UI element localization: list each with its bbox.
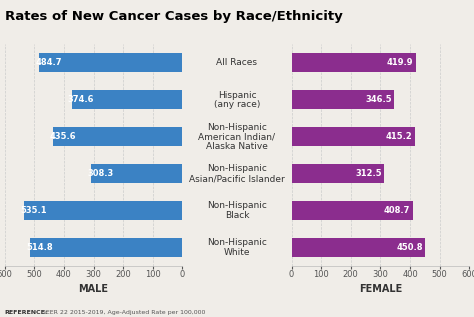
Text: 435.6: 435.6: [50, 132, 76, 141]
Text: 450.8: 450.8: [396, 243, 423, 252]
Text: 535.1: 535.1: [20, 206, 47, 215]
Text: 514.8: 514.8: [27, 243, 53, 252]
Text: 312.5: 312.5: [355, 169, 382, 178]
Text: 484.7: 484.7: [36, 58, 62, 68]
Text: 419.9: 419.9: [387, 58, 413, 68]
Text: Hispanic
(any race): Hispanic (any race): [214, 91, 260, 109]
Text: 408.7: 408.7: [384, 206, 410, 215]
Text: 308.3: 308.3: [88, 169, 114, 178]
Bar: [30, 238, 182, 257]
Bar: [292, 90, 394, 109]
Bar: [292, 53, 416, 73]
Bar: [292, 164, 384, 184]
Text: All Races: All Races: [217, 58, 257, 68]
Bar: [292, 238, 425, 257]
Text: REFERENCE:: REFERENCE:: [5, 310, 48, 315]
Text: Non-Hispanic
Black: Non-Hispanic Black: [207, 202, 267, 220]
Bar: [292, 201, 412, 220]
Text: Rates of New Cancer Cases by Race/Ethnicity: Rates of New Cancer Cases by Race/Ethnic…: [5, 10, 343, 23]
Bar: [39, 53, 182, 73]
X-axis label: MALE: MALE: [79, 284, 109, 294]
Bar: [72, 90, 182, 109]
Text: Non-Hispanic
Asian/Pacific Islander: Non-Hispanic Asian/Pacific Islander: [189, 165, 285, 183]
Text: 415.2: 415.2: [385, 132, 412, 141]
Text: 346.5: 346.5: [365, 95, 392, 104]
Text: Non-Hispanic
American Indian/
Alaska Native: Non-Hispanic American Indian/ Alaska Nat…: [199, 123, 275, 151]
Text: Non-Hispanic
White: Non-Hispanic White: [207, 238, 267, 257]
Bar: [24, 201, 182, 220]
Bar: [54, 127, 182, 146]
X-axis label: FEMALE: FEMALE: [359, 284, 402, 294]
Text: SEER 22 2015-2019, Age-Adjusted Rate per 100,000: SEER 22 2015-2019, Age-Adjusted Rate per…: [40, 310, 206, 315]
Bar: [91, 164, 182, 184]
Bar: [292, 127, 414, 146]
Text: 374.6: 374.6: [68, 95, 94, 104]
